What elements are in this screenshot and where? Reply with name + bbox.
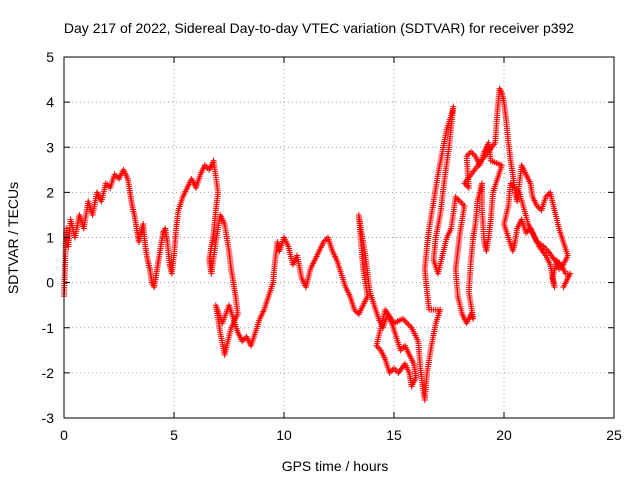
x-tick-label: 15 bbox=[386, 427, 402, 443]
grid bbox=[64, 57, 614, 418]
data-point bbox=[374, 344, 381, 351]
x-tick-label: 5 bbox=[170, 427, 178, 443]
y-tick-label: 5 bbox=[46, 49, 54, 65]
data-point bbox=[465, 151, 472, 158]
y-tick-label: 3 bbox=[46, 139, 54, 155]
y-tick-label: 4 bbox=[46, 94, 54, 110]
data-point bbox=[466, 150, 473, 157]
plot-frame bbox=[63, 56, 615, 419]
data-point bbox=[455, 196, 462, 203]
x-tick-label: 10 bbox=[276, 427, 292, 443]
y-tick-label: 2 bbox=[46, 184, 54, 200]
x-tick-label: 20 bbox=[496, 427, 512, 443]
y-tick-label: 1 bbox=[46, 230, 54, 246]
y-axis-label: SDTVAR / TECUs bbox=[5, 182, 21, 294]
y-tick-label: -2 bbox=[42, 365, 55, 381]
data-point bbox=[389, 366, 396, 373]
y-tick-label: -1 bbox=[42, 320, 55, 336]
data-point bbox=[459, 201, 466, 208]
x-axis-label: GPS time / hours bbox=[282, 458, 389, 474]
chart-title: Day 217 of 2022, Sidereal Day-to-day VTE… bbox=[64, 20, 574, 36]
data-point bbox=[468, 148, 474, 155]
ticks: 0 5 10 15 20 25 -3 -2 -1 0 1 2 3 4 5 bbox=[42, 49, 622, 443]
data-point bbox=[404, 320, 411, 327]
y-tick-label: -3 bbox=[42, 410, 55, 426]
data-point bbox=[401, 317, 408, 324]
data-points bbox=[61, 85, 573, 403]
x-tick-label: 25 bbox=[606, 427, 622, 443]
x-tick-label: 0 bbox=[60, 427, 68, 443]
y-tick-label: 0 bbox=[46, 275, 54, 291]
data-point bbox=[560, 284, 567, 291]
data-point bbox=[405, 321, 412, 328]
